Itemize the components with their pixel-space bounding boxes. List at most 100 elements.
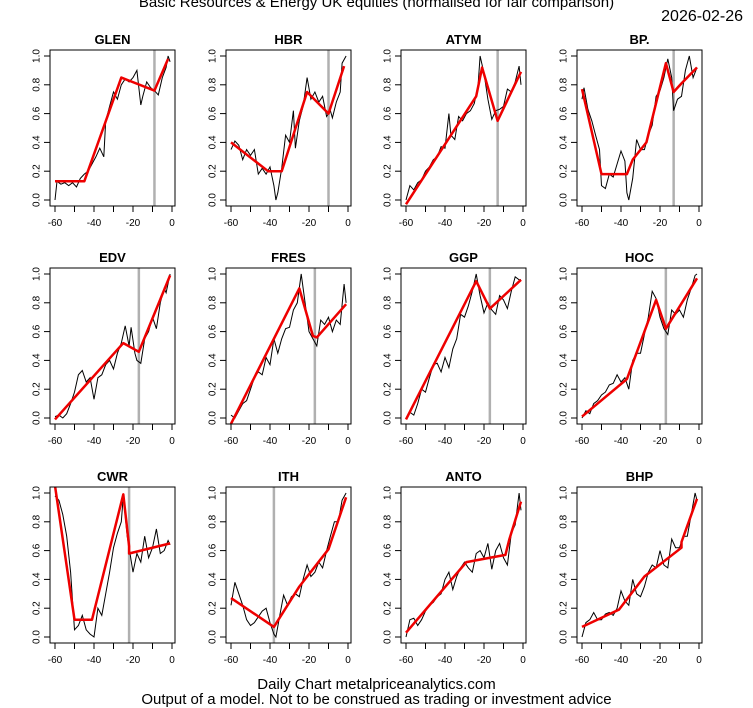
y-tick-label: 0.2	[32, 382, 43, 396]
y-tick-label: 0.0	[559, 630, 570, 644]
panel-title: ITH	[278, 469, 299, 484]
panel-title: GGP	[449, 250, 478, 265]
x-tick-label: -20	[477, 436, 492, 447]
y-tick-label: 0.8	[559, 514, 570, 528]
y-tick-label: 0.2	[559, 382, 570, 396]
trend-series	[230, 65, 346, 173]
y-tick-label: 0.0	[32, 193, 43, 207]
x-tick-label: 0	[520, 655, 526, 666]
y-tick-label: 1.0	[559, 486, 570, 500]
panel-title: FRES	[271, 250, 306, 265]
x-tick-label: -60	[48, 218, 63, 229]
x-tick-label: -60	[575, 436, 590, 447]
y-tick-label: 0.0	[383, 193, 394, 207]
trend-series	[581, 277, 699, 418]
x-tick-label: -40	[87, 436, 102, 447]
main-title: Basic Resources & Energy UK equities (no…	[138, 0, 615, 11]
y-tick-label: 0.8	[559, 77, 570, 91]
x-tick-label: -20	[302, 436, 317, 447]
panel-bp: BP. -60 -40 -20 0 0.0 0.2 0.4 0.6 0.8 1.0	[559, 32, 703, 229]
panel-ith: ITH -60 -40 -20 0 0.0 0.2 0.4 0.6 0.8 1.0	[208, 469, 352, 666]
plot-frame	[576, 267, 703, 425]
x-tick-label: 0	[169, 655, 175, 666]
y-tick-label: 0.0	[383, 411, 394, 425]
trend-series	[230, 496, 348, 629]
y-tick-label: 1.0	[383, 486, 394, 500]
x-tick-label: -20	[302, 218, 317, 229]
trend-series	[404, 278, 522, 420]
price-series	[54, 55, 171, 201]
y-tick-label: 0.4	[32, 572, 43, 586]
y-tick-label: 0.0	[208, 193, 219, 207]
x-tick-label: -40	[438, 655, 453, 666]
x-tick-label: -20	[477, 655, 492, 666]
plot-frame	[400, 486, 527, 644]
x-tick-label: -20	[653, 655, 668, 666]
price-series	[230, 273, 347, 419]
trend-series	[54, 274, 172, 421]
y-tick-label: 0.6	[383, 324, 394, 338]
x-tick-label: -60	[399, 655, 414, 666]
plot-frame	[49, 49, 176, 207]
y-tick-label: 0.4	[208, 135, 219, 149]
y-tick-label: 0.6	[32, 324, 43, 338]
y-tick-label: 1.0	[32, 267, 43, 281]
y-tick-label: 0.4	[208, 572, 219, 586]
plot-frame	[576, 486, 703, 644]
y-tick-label: 0.8	[32, 514, 43, 528]
y-tick-label: 0.6	[559, 324, 570, 338]
y-tick-label: 1.0	[559, 267, 570, 281]
x-tick-label: -20	[477, 218, 492, 229]
panel-title: ATYM	[446, 32, 482, 47]
y-tick-label: 0.4	[559, 572, 570, 586]
plot-frame	[49, 486, 176, 644]
plot-frame	[400, 49, 527, 207]
trend-series	[405, 501, 523, 634]
y-tick-label: 0.2	[208, 382, 219, 396]
price-series	[54, 495, 171, 638]
y-tick-label: 1.0	[208, 49, 219, 63]
y-tick-label: 0.2	[383, 164, 394, 178]
y-tick-label: 0.8	[383, 295, 394, 309]
y-tick-label: 0.0	[559, 411, 570, 425]
x-tick-label: -40	[263, 655, 278, 666]
price-series	[405, 273, 521, 419]
plot-frame	[400, 267, 527, 425]
y-tick-label: 0.6	[208, 106, 219, 120]
y-tick-label: 0.2	[208, 601, 219, 615]
y-tick-label: 0.2	[32, 164, 43, 178]
panel-ggp: GGP -60 -40 -20 0 0.0 0.2 0.4 0.6 0.8 1.0	[383, 250, 527, 447]
plot-frame	[49, 267, 176, 425]
x-tick-label: -40	[263, 218, 278, 229]
panel-fres: FRES -60 -40 -20 0 0.0 0.2 0.4 0.6 0.8 1.0	[208, 250, 352, 447]
y-tick-label: 0.8	[208, 295, 219, 309]
panel-bhp: BHP -60 -40 -20 0 0.0 0.2 0.4 0.6 0.8 1.0	[559, 469, 703, 666]
y-tick-label: 1.0	[32, 49, 43, 63]
x-tick-label: 0	[345, 655, 351, 666]
panel-anto: ANTO -60 -40 -20 0 0.0 0.2 0.4 0.6 0.8 1.0	[383, 469, 527, 666]
x-tick-label: -20	[653, 218, 668, 229]
trend-series	[581, 498, 699, 629]
x-tick-label: -40	[614, 218, 629, 229]
trend-series	[404, 66, 523, 205]
x-tick-label: -40	[263, 436, 278, 447]
y-tick-label: 0.2	[383, 601, 394, 615]
y-tick-label: 0.6	[208, 324, 219, 338]
x-tick-label: 0	[696, 436, 702, 447]
panel-title: BHP	[626, 469, 654, 484]
y-tick-label: 0.8	[383, 514, 394, 528]
y-tick-label: 0.4	[383, 135, 394, 149]
y-tick-label: 0.8	[32, 295, 43, 309]
y-tick-label: 0.8	[32, 77, 43, 91]
date-label: 2026-02-26	[661, 8, 743, 25]
footer-source: Daily Chart metalpriceanalytics.com	[257, 676, 496, 693]
x-tick-label: -40	[438, 218, 453, 229]
y-tick-label: 0.6	[32, 106, 43, 120]
y-tick-label: 0.8	[559, 295, 570, 309]
x-tick-label: 0	[345, 218, 351, 229]
y-tick-label: 0.6	[208, 543, 219, 557]
x-tick-label: -40	[438, 436, 453, 447]
x-tick-label: 0	[169, 436, 175, 447]
y-tick-label: 0.6	[383, 106, 394, 120]
